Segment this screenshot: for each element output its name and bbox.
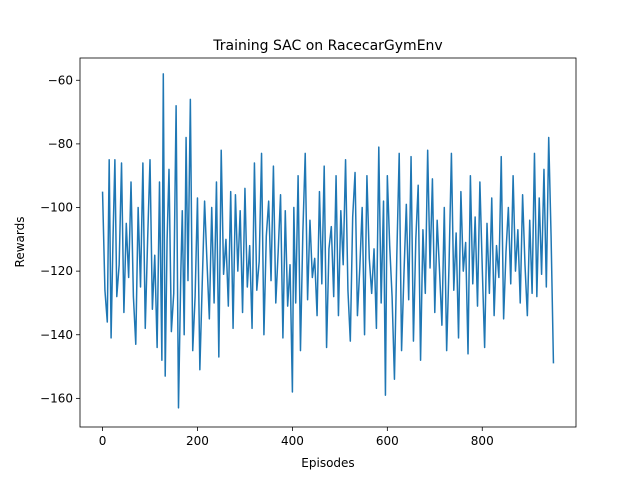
x-axis-ticks: 0 200 400 600 800	[99, 427, 494, 448]
y-axis-ticks: −160 −140 −120 −100 −80 −60	[40, 73, 80, 405]
y-tick-label: −80	[48, 137, 73, 151]
x-tick-label: 800	[471, 434, 494, 448]
y-axis-label: Rewards	[13, 217, 27, 268]
y-tick-label: −100	[40, 201, 73, 215]
series-layer	[101, 73, 555, 409]
x-tick-label: 600	[376, 434, 399, 448]
chart-title: Training SAC on RacecarGymEnv	[212, 38, 442, 54]
x-axis-label: Episodes	[301, 456, 354, 470]
x-tick-label: 200	[186, 434, 209, 448]
y-tick-label: −140	[40, 328, 73, 342]
plot-frame	[79, 57, 577, 428]
series-line-0	[101, 73, 555, 409]
y-tick-label: −120	[40, 264, 73, 278]
y-tick-label: −160	[40, 391, 73, 405]
x-tick-label: 0	[99, 434, 107, 448]
y-tick-label: −60	[48, 73, 73, 87]
x-tick-label: 400	[281, 434, 304, 448]
plot-background	[80, 58, 576, 427]
